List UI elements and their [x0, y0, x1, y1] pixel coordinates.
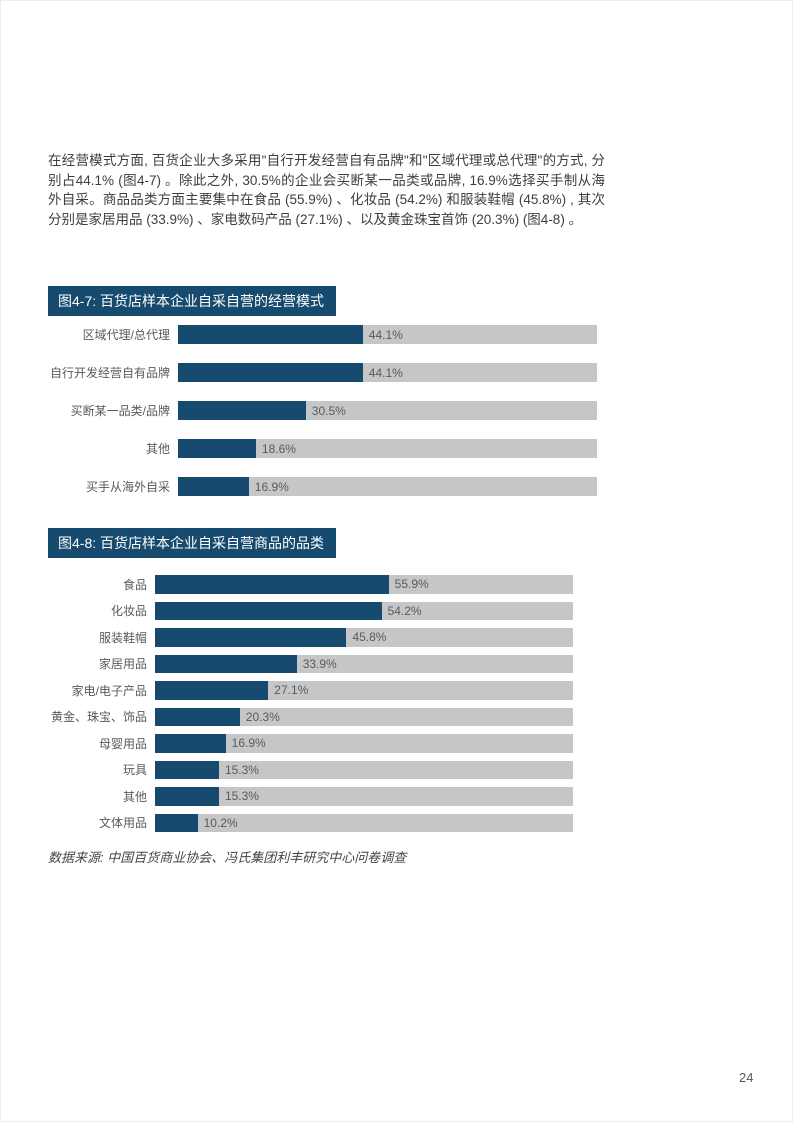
- value-label: 15.3%: [224, 762, 259, 777]
- bar-fill: [178, 439, 256, 458]
- bar-row: 家居用品 33.9%: [48, 654, 573, 673]
- value-label: 18.6%: [261, 441, 296, 456]
- value-label: 16.9%: [254, 479, 289, 494]
- category-label: 母婴用品: [98, 736, 147, 751]
- bar-track: 33.9%: [155, 654, 573, 673]
- body-paragraph: 在经营模式方面, 百货企业大多采用"自行开发经营自有品牌"和"区域代理或总代理"…: [48, 153, 605, 227]
- bar-fill: [178, 477, 249, 496]
- category-label: 食品: [122, 577, 147, 592]
- bar-fill: [155, 575, 389, 594]
- category-label: 玩具: [122, 763, 147, 778]
- bar-row: 服装鞋帽 45.8%: [48, 628, 573, 647]
- category-label: 家电/电子产品: [71, 683, 147, 698]
- category-label: 化妆品: [110, 604, 147, 619]
- value-label: 16.9%: [231, 736, 266, 751]
- value-label: 45.8%: [352, 630, 387, 645]
- bar-track: 27.1%: [155, 681, 573, 700]
- bar-track: 16.9%: [178, 477, 597, 496]
- bar-track: 55.9%: [155, 575, 573, 594]
- bar-fill: [155, 707, 240, 726]
- bar-fill: [178, 325, 363, 344]
- category-label: 服装鞋帽: [98, 630, 147, 645]
- bar-fill: [155, 734, 226, 753]
- category-label: 其他: [122, 789, 147, 804]
- figure-4-7-bar-chart: 区域代理/总代理 44.1% 自行开发经营自有品牌 44.1% 买断某一品类/品牌 30.…: [48, 325, 597, 515]
- figure-4-8-title-banner: 图4-8: 百货店样本企业自采自营商品的品类: [48, 528, 337, 558]
- value-label: 54.2%: [387, 603, 422, 618]
- bar-row: 自行开发经营自有品牌 44.1%: [48, 363, 597, 382]
- value-label: 55.9%: [394, 577, 429, 592]
- value-label: 30.5%: [311, 403, 346, 418]
- bar-track: 20.3%: [155, 707, 573, 726]
- value-label: 10.2%: [203, 815, 238, 830]
- bar-track: 45.8%: [155, 628, 573, 647]
- category-label: 买手从海外自采: [85, 480, 170, 494]
- bar-track: 16.9%: [155, 734, 573, 753]
- value-label: 44.1%: [368, 365, 403, 380]
- bar-track: 44.1%: [178, 325, 597, 344]
- category-label: 买断某一品类/品牌: [70, 404, 170, 418]
- value-label: 44.1%: [368, 327, 403, 342]
- bar-track: 54.2%: [155, 601, 573, 620]
- bar-track: 18.6%: [178, 439, 597, 458]
- bar-row: 买断某一品类/品牌 30.5%: [48, 401, 597, 420]
- bar-fill: [178, 401, 306, 420]
- bar-fill: [155, 813, 198, 832]
- category-label: 家居用品: [98, 657, 147, 672]
- category-label: 文体用品: [98, 816, 147, 831]
- bar-row: 其他 15.3%: [48, 787, 573, 806]
- bar-fill: [178, 363, 363, 382]
- page-number: 24: [739, 1070, 754, 1085]
- category-label: 其他: [145, 442, 170, 456]
- bar-fill: [155, 760, 219, 779]
- figure-4-8-bar-chart: 食品 55.9% 化妆品 54.2% 服装鞋帽 45.8% 家居用品 33.9% 家电/电子产品…: [48, 575, 573, 840]
- bar-row: 母婴用品 16.9%: [48, 734, 573, 753]
- bar-row: 其他 18.6%: [48, 439, 597, 458]
- bar-track: 15.3%: [155, 760, 573, 779]
- bar-row: 买手从海外自采 16.9%: [48, 477, 597, 496]
- bar-fill: [155, 654, 297, 673]
- category-label: 自行开发经营自有品牌: [49, 366, 170, 380]
- value-label: 15.3%: [224, 789, 259, 804]
- value-label: 20.3%: [245, 709, 280, 724]
- bar-row: 食品 55.9%: [48, 575, 573, 594]
- bar-track: 15.3%: [155, 787, 573, 806]
- source-note: 数据来源: 中国百货商业协会、冯氏集团利丰研究中心问卷调查: [48, 850, 407, 865]
- bar-fill: [155, 601, 382, 620]
- bar-row: 家电/电子产品 27.1%: [48, 681, 573, 700]
- bar-row: 区域代理/总代理 44.1%: [48, 325, 597, 344]
- bar-fill: [155, 681, 269, 700]
- bar-fill: [155, 628, 347, 647]
- bar-row: 化妆品 54.2%: [48, 601, 573, 620]
- category-label: 黄金、珠宝、饰品: [50, 710, 147, 725]
- bar-track: 10.2%: [155, 813, 573, 832]
- bar-row: 玩具 15.3%: [48, 760, 573, 779]
- bar-track: 30.5%: [178, 401, 597, 420]
- value-label: 27.1%: [274, 683, 309, 698]
- bar-row: 文体用品 10.2%: [48, 813, 573, 832]
- bar-fill: [155, 787, 219, 806]
- bar-row: 黄金、珠宝、饰品 20.3%: [48, 707, 573, 726]
- value-label: 33.9%: [302, 656, 337, 671]
- bar-track: 44.1%: [178, 363, 597, 382]
- figure-4-7-title-banner: 图4-7: 百货店样本企业自采自营的经营模式: [48, 286, 337, 316]
- category-label: 区域代理/总代理: [82, 328, 170, 342]
